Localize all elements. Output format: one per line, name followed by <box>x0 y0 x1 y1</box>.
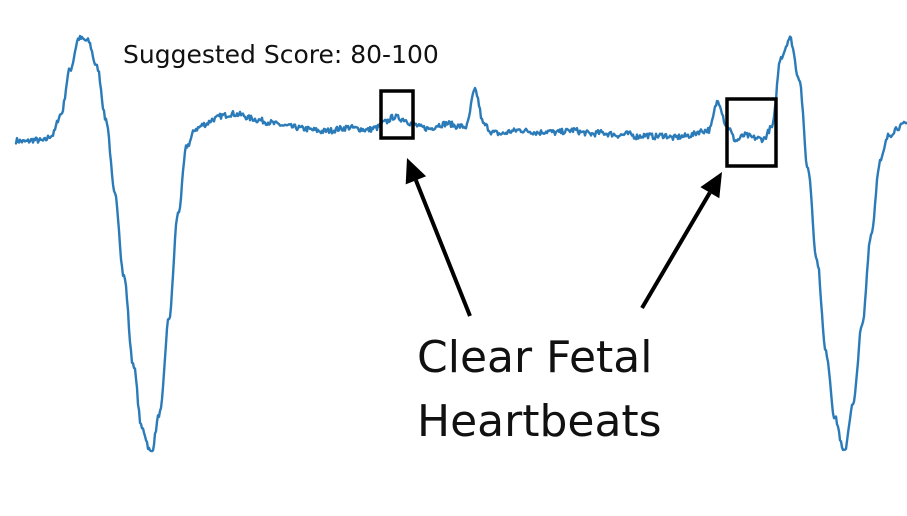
arrow-shaft-1 <box>414 179 472 317</box>
annotation-label-line-1: Clear Fetal <box>417 332 652 383</box>
arrow-shaft-2 <box>640 191 712 310</box>
trace-layer <box>14 34 907 453</box>
arrow-head-1 <box>405 158 427 185</box>
ecg-trace-line <box>14 34 907 453</box>
suggested-score-label: Suggested Score: 80-100 <box>123 40 439 69</box>
beat-box-layer <box>379 89 778 168</box>
fetal-beat-box-1 <box>379 89 415 140</box>
arrow-layer <box>405 158 722 317</box>
arrow-head-2 <box>700 172 722 199</box>
fetal-beat-box-2 <box>725 97 778 168</box>
annotation-label-line-2: Heartbeats <box>417 396 662 447</box>
